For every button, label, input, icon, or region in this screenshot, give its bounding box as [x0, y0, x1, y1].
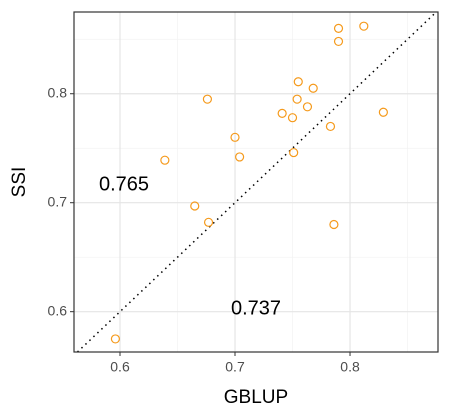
point	[202, 94, 213, 104]
x-tick-label: 0.6	[110, 359, 130, 375]
y-tick-label: 0.8	[48, 84, 68, 100]
point	[333, 36, 344, 47]
point	[329, 219, 339, 230]
x-tick-label: 0.7	[225, 359, 245, 375]
point	[160, 155, 170, 165]
point	[289, 147, 299, 158]
point	[203, 217, 214, 227]
point	[333, 23, 344, 33]
x-tick-label: 0.8	[340, 359, 360, 375]
y-axis-title: SSI	[9, 167, 30, 198]
point	[190, 201, 200, 211]
point	[230, 132, 240, 142]
point	[110, 334, 121, 344]
point	[378, 107, 388, 117]
annotation: 0.765	[99, 173, 149, 195]
point	[359, 21, 369, 31]
point	[302, 102, 313, 112]
point	[292, 94, 302, 104]
point	[293, 77, 303, 87]
point	[308, 83, 318, 93]
point	[235, 152, 245, 162]
point	[325, 121, 336, 132]
y-tick-label: 0.6	[48, 302, 68, 318]
annotation: 0.737	[231, 297, 281, 319]
point	[287, 113, 298, 123]
y-tick-label: 0.7	[48, 193, 68, 209]
x-axis-title: GBLUP	[224, 387, 288, 408]
panel-border	[73, 11, 439, 353]
point	[277, 108, 287, 118]
